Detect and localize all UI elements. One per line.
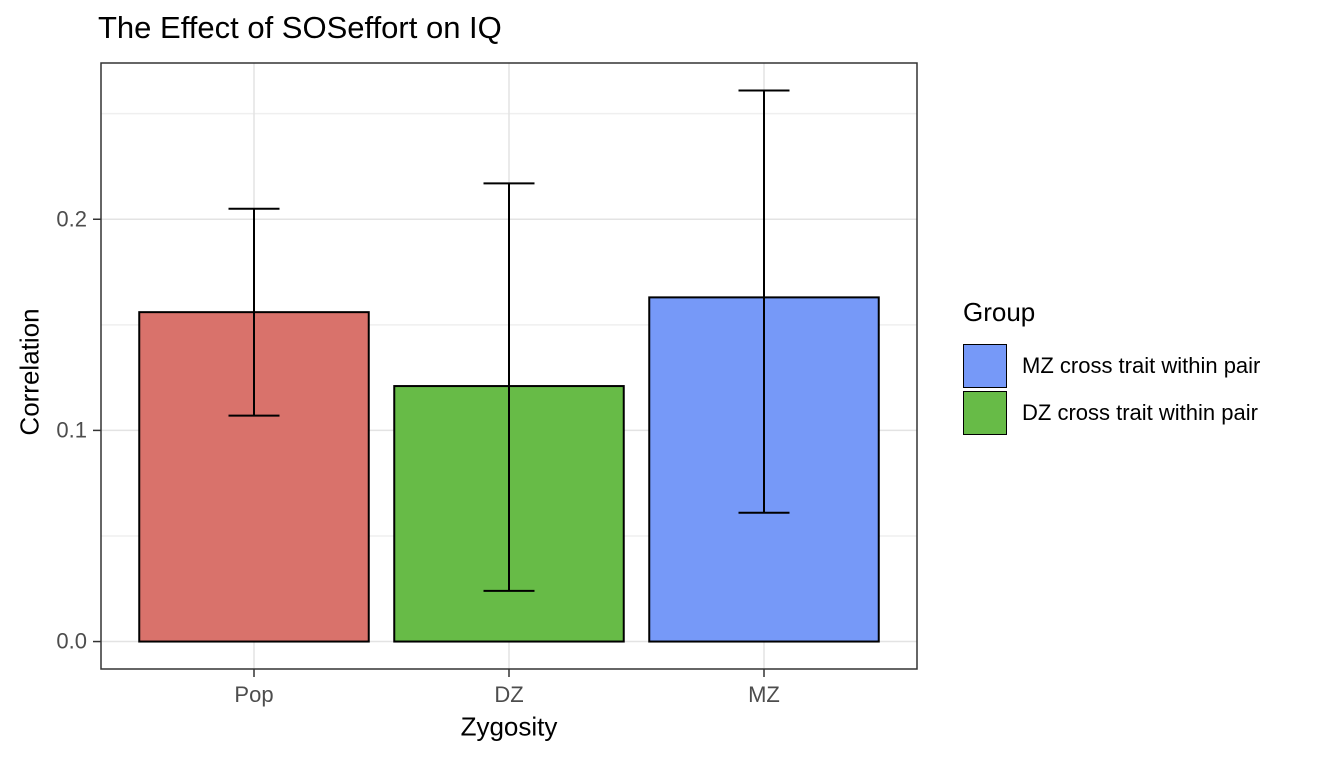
legend-label-mz: MZ cross trait within pair [1022,352,1261,378]
legend-title: Group [963,297,1036,327]
legend-entry-mz: MZ cross trait within pair [963,342,1260,389]
legend-label-dz: DZ cross trait within pair [1022,399,1258,425]
legend-swatch-mz [963,343,1007,388]
x-axis-title: Zygosity [460,711,558,742]
y-tick-label: 0.1 [56,417,87,442]
legend-entry-dz: DZ cross trait within pair [963,389,1260,436]
legend-swatch-dz [963,390,1007,435]
legend: Group MZ cross trait within pair DZ cros… [963,297,1260,436]
x-tick-label: Pop [234,682,273,707]
x-tick-label: MZ [748,682,780,707]
chart-title: The Effect of SOSeffort on IQ [98,10,502,45]
y-tick-label: 0.0 [56,629,87,654]
y-tick-label: 0.2 [56,206,87,231]
y-axis-title: Correlation [14,308,45,436]
x-tick-label: DZ [494,682,523,707]
